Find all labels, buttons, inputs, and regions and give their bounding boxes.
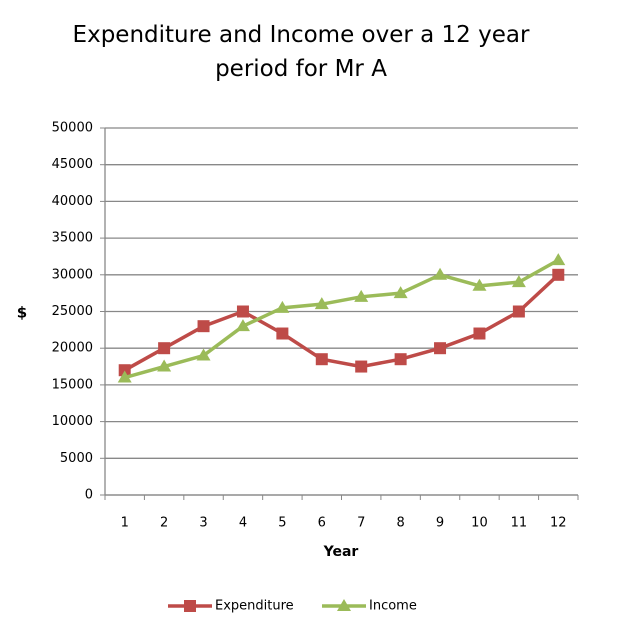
data-point (196, 348, 211, 361)
y-tick-label: 20000 (52, 341, 93, 356)
data-point (275, 300, 290, 313)
x-tick-label: 4 (239, 516, 247, 531)
series-line (123, 273, 560, 372)
x-tick-label: 7 (357, 516, 365, 531)
data-point (551, 253, 566, 266)
data-point (197, 320, 210, 333)
data-point (118, 364, 131, 377)
x-tick-label: 11 (511, 516, 528, 531)
data-point (157, 359, 172, 372)
x-tick-label: 8 (396, 516, 404, 531)
data-point (472, 278, 487, 291)
x-tick-label: 3 (199, 516, 207, 531)
data-point (236, 305, 249, 318)
data-point (393, 286, 408, 299)
data-point (552, 268, 565, 281)
y-tick-label: 0 (85, 488, 93, 503)
data-point (512, 305, 525, 318)
y-tick-label: 40000 (52, 194, 93, 209)
data-point (315, 353, 328, 366)
data-point (354, 289, 369, 302)
y-tick-label: 30000 (52, 267, 93, 282)
data-point (117, 370, 132, 383)
y-axis-label: $ (17, 304, 27, 322)
series-line (124, 258, 560, 380)
data-point (158, 342, 171, 355)
data-point (434, 342, 447, 355)
data-point (314, 297, 329, 310)
data-point (235, 319, 250, 332)
chart-title: Expenditure and Income over a 12 year pe… (72, 22, 530, 82)
legend-label: Expenditure (215, 599, 294, 614)
x-tick-label: 12 (550, 516, 567, 531)
data-point (276, 327, 289, 340)
y-tick-label: 35000 (52, 231, 93, 246)
data-point (473, 327, 486, 340)
x-tick-label: 1 (121, 516, 129, 531)
x-tick-label: 6 (318, 516, 326, 531)
x-tick-label: 2 (160, 516, 168, 531)
y-tick-label: 15000 (52, 377, 93, 392)
legend-marker (337, 599, 351, 611)
x-tick-label: 10 (471, 516, 488, 531)
y-tick-label: 5000 (60, 451, 93, 466)
x-tick-label: 5 (278, 516, 286, 531)
y-tick-label: 45000 (52, 157, 93, 172)
data-point (511, 275, 526, 288)
data-point (355, 360, 368, 373)
y-tick-label: 10000 (52, 414, 93, 429)
y-tick-label: 25000 (52, 304, 93, 319)
x-tick-label: 9 (436, 516, 444, 531)
legend-marker (184, 600, 196, 612)
data-point (394, 353, 407, 366)
x-axis-label: Year (323, 544, 359, 560)
y-tick-label: 50000 (52, 121, 93, 136)
legend-label: Income (369, 599, 417, 614)
data-point (433, 267, 448, 280)
